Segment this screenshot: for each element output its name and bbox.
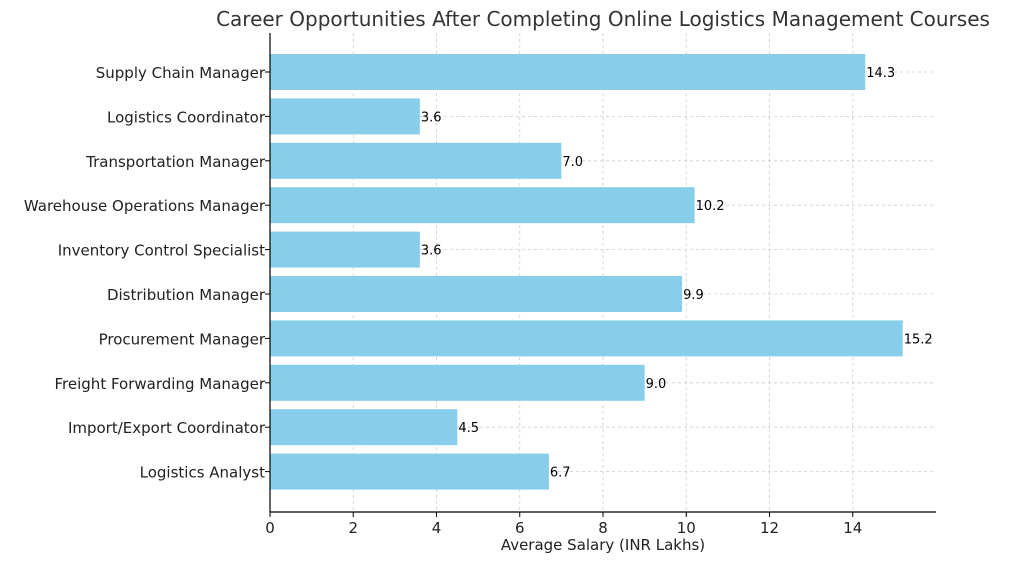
data-label: 10.2 [696, 199, 725, 214]
data-label: 3.6 [421, 110, 442, 125]
y-tick-label: Logistics Coordinator [107, 108, 266, 126]
y-tick-label: Supply Chain Manager [96, 64, 266, 82]
bar [270, 364, 645, 401]
data-label: 15.2 [904, 332, 933, 347]
y-tick-label: Procurement Manager [99, 330, 266, 348]
data-label: 4.5 [458, 421, 479, 436]
bar [270, 231, 420, 268]
data-label: 14.3 [866, 66, 895, 81]
y-tick-label: Freight Forwarding Manager [55, 375, 266, 393]
y-tick-label: Distribution Manager [107, 286, 266, 304]
bar [270, 453, 549, 490]
data-label: 3.6 [421, 244, 442, 259]
bar [270, 276, 683, 312]
x-tick-label: 10 [677, 519, 696, 537]
y-tick-label: Warehouse Operations Manager [24, 197, 266, 215]
x-tick-label: 2 [348, 519, 358, 537]
x-axis-label: Average Salary (INR Lakhs) [501, 536, 705, 554]
x-tick-label: 6 [515, 519, 525, 537]
x-tick-label: 4 [432, 519, 442, 537]
y-tick-label: Transportation Manager [85, 153, 266, 171]
bar [270, 409, 458, 446]
x-tick-label: 8 [598, 519, 608, 537]
y-tick-label: Import/Export Coordinator [68, 419, 266, 437]
bar [270, 320, 903, 357]
bar [270, 187, 695, 224]
bar [270, 142, 562, 179]
y-tick-label: Logistics Analyst [140, 464, 265, 482]
data-label: 9.0 [646, 377, 667, 392]
data-label: 7.0 [562, 155, 583, 170]
bar [270, 98, 420, 135]
y-tick-label: Inventory Control Specialist [58, 242, 265, 260]
x-tick-label: 0 [265, 519, 275, 537]
bar [270, 54, 866, 90]
chart-title: Career Opportunities After Completing On… [216, 7, 990, 31]
data-label: 6.7 [550, 466, 571, 481]
x-tick-label: 12 [760, 519, 779, 537]
x-tick-label: 14 [843, 519, 862, 537]
data-label: 9.9 [683, 288, 704, 303]
